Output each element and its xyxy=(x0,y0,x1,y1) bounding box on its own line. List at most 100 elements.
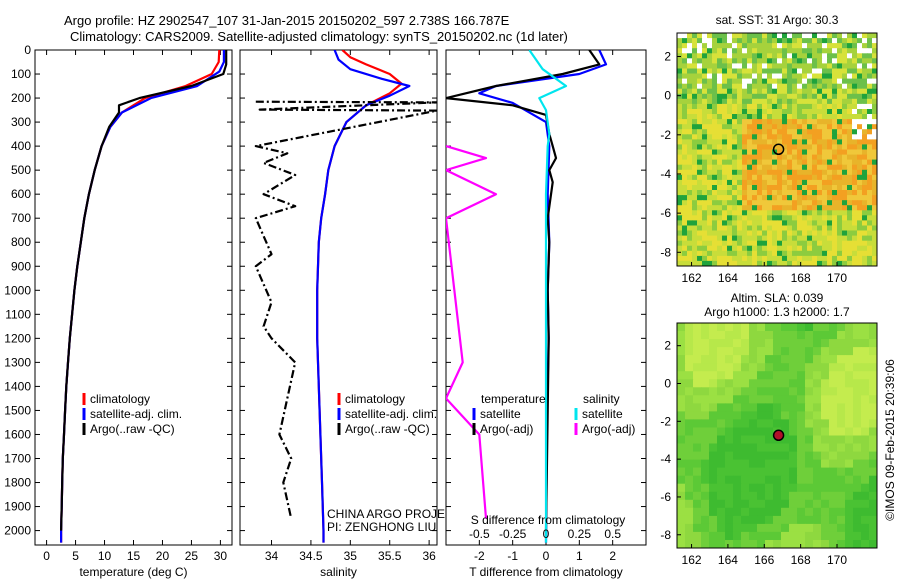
heatmap-cell xyxy=(827,144,833,151)
heatmap-cell xyxy=(687,195,693,201)
heatmap-cell xyxy=(693,475,702,485)
heatmap-cell xyxy=(822,169,828,176)
heatmap-cell xyxy=(837,371,846,380)
heatmap-cell xyxy=(677,225,683,232)
heatmap-cell xyxy=(707,114,713,120)
heatmap-cell xyxy=(847,164,853,171)
heatmap-cell xyxy=(829,540,838,548)
heatmap-cell xyxy=(697,210,703,216)
heatmap-cell xyxy=(727,83,733,90)
heatmap-cell xyxy=(777,260,783,266)
heatmap-cell xyxy=(692,129,698,135)
heatmap-cell xyxy=(797,124,803,130)
heatmap-cell xyxy=(822,230,828,237)
heatmap-cell xyxy=(742,43,748,49)
heatmap-cell xyxy=(812,225,818,232)
heatmap-cell xyxy=(802,134,808,140)
heatmap-cell xyxy=(677,129,683,135)
heatmap-cell xyxy=(682,134,688,140)
heatmap-cell xyxy=(687,109,693,115)
heatmap-cell xyxy=(772,255,778,262)
heatmap-cell xyxy=(832,144,838,151)
heatmap-cell xyxy=(767,154,773,161)
heatmap-cell xyxy=(697,68,703,75)
heatmap-cell xyxy=(837,38,843,44)
heatmap-cell xyxy=(697,164,703,171)
heatmap-cell xyxy=(852,185,858,191)
heatmap-cell xyxy=(702,63,708,70)
heatmap-cell xyxy=(677,411,686,420)
heatmap-cell xyxy=(697,144,703,151)
heatmap-cell xyxy=(737,250,743,257)
heatmap-cell xyxy=(685,435,694,445)
heatmap-cell xyxy=(717,93,723,100)
heatmap-cell xyxy=(767,205,773,211)
heatmap-cell xyxy=(872,195,877,201)
heatmap-cell xyxy=(772,260,778,266)
heatmap-cell xyxy=(845,387,854,396)
heatmap-cell xyxy=(752,149,758,156)
heatmap-cell xyxy=(693,371,702,380)
heatmap-cell xyxy=(709,411,718,420)
heatmap-cell xyxy=(682,190,688,196)
heatmap-cell xyxy=(757,98,763,105)
heatmap-cell xyxy=(692,88,698,95)
heatmap-cell xyxy=(789,531,798,541)
heatmap-cell xyxy=(807,250,813,257)
heatmap-cell xyxy=(717,164,723,171)
heatmap-cell xyxy=(752,169,758,176)
heatmap-cell xyxy=(777,73,783,80)
heatmap-cell xyxy=(749,355,758,364)
heatmap-cell xyxy=(845,419,854,428)
heatmap-cell xyxy=(837,93,843,100)
heatmap-cell xyxy=(752,200,758,206)
heatmap-cell xyxy=(677,323,686,332)
heatmap-cell xyxy=(842,154,848,161)
heatmap-cell xyxy=(837,507,846,517)
heatmap-cell xyxy=(722,169,728,176)
heatmap-cell xyxy=(707,78,713,85)
figure-title-line1: Argo profile: HZ 2902547_107 31-Jan-2015… xyxy=(64,13,510,28)
heatmap-cell xyxy=(727,58,733,64)
heatmap-cell xyxy=(789,475,798,485)
heatmap-cell xyxy=(842,98,848,105)
heatmap-cell xyxy=(697,78,703,85)
heatmap-cell xyxy=(782,185,788,191)
heatmap-cell xyxy=(717,63,723,70)
heatmap-cell xyxy=(852,215,858,221)
heatmap-cell xyxy=(757,540,766,548)
heatmap-cell xyxy=(677,134,683,140)
heatmap-cell xyxy=(867,93,873,100)
heatmap-cell xyxy=(772,169,778,176)
heatmap-cell xyxy=(742,83,748,90)
heatmap-cell xyxy=(807,220,813,227)
heatmap-cell xyxy=(805,540,814,548)
heatmap-cell xyxy=(847,174,853,181)
heatmap-cell xyxy=(832,48,838,54)
heatmap-cell xyxy=(782,250,788,257)
heatmap-cell xyxy=(821,443,830,453)
heatmap-cell xyxy=(837,339,846,348)
heatmap-cell xyxy=(837,419,846,428)
heatmap-cell xyxy=(762,149,768,156)
heatmap-cell xyxy=(852,129,858,135)
heatmap-cell xyxy=(701,395,710,404)
heatmap-cell xyxy=(867,119,873,125)
heatmap-cell xyxy=(827,63,833,70)
heatmap-cell xyxy=(787,98,793,105)
heatmap-cell xyxy=(717,403,726,412)
map-sla-xtick-label: 164 xyxy=(718,553,738,567)
heatmap-cell xyxy=(777,190,783,196)
map-sst-xtick-label: 166 xyxy=(754,271,774,285)
heatmap-cell xyxy=(847,154,853,161)
heatmap-cell xyxy=(829,363,838,372)
heatmap-cell xyxy=(762,114,768,120)
heatmap-cell xyxy=(747,33,753,39)
heatmap-cell xyxy=(765,411,774,420)
heatmap-cell xyxy=(805,467,814,477)
heatmap-cell xyxy=(762,164,768,171)
heatmap-cell xyxy=(852,33,858,39)
heatmap-cell xyxy=(807,129,813,135)
heatmap-cell xyxy=(749,427,758,437)
heatmap-cell xyxy=(702,53,708,59)
